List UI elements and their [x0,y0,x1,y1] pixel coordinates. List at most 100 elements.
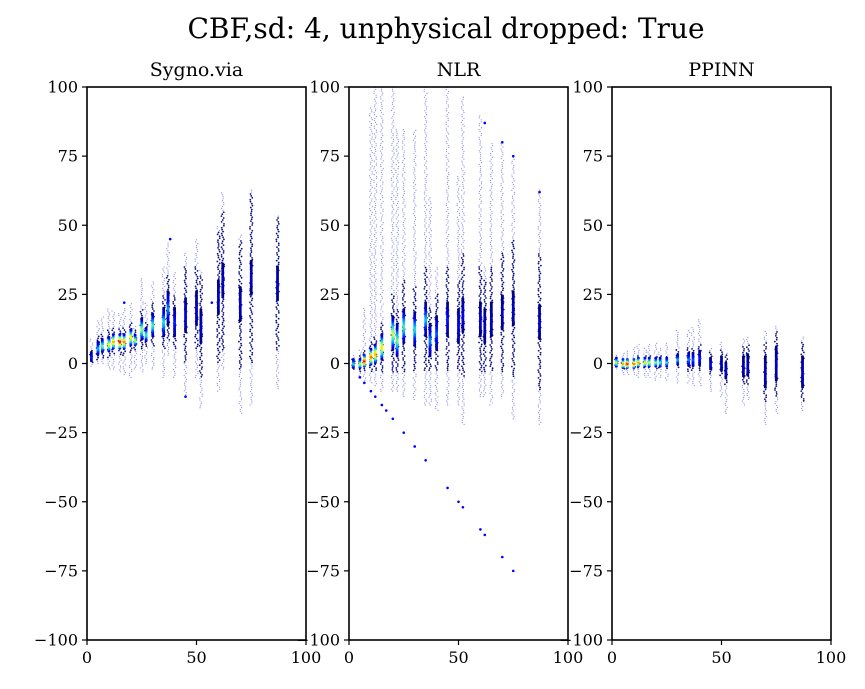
data-point [277,248,280,250]
data-point [491,375,493,377]
data-point [485,297,487,299]
data-point [108,352,111,355]
data-point [277,217,279,219]
data-point [428,226,430,228]
data-point [195,374,197,376]
data-point [436,266,438,268]
data-point [491,185,493,187]
data-point [118,361,120,363]
data-point [373,98,376,100]
data-point [118,326,120,328]
data-point [161,276,164,278]
data-point [220,192,223,194]
data-point [436,404,438,406]
data-point [537,355,540,358]
data-point [423,355,426,358]
data-point [167,244,169,246]
data-point [404,245,406,247]
data-point [403,384,405,386]
data-point [446,115,448,118]
data-point [173,297,176,299]
data-point [251,353,254,356]
data-point [382,222,384,224]
data-point [162,365,164,367]
data-point [277,230,280,233]
data-point [276,302,279,305]
data-point [375,369,378,372]
data-point [489,206,491,209]
density-point [133,333,137,337]
data-point [415,205,417,207]
data-point [513,259,516,261]
data-point [511,203,513,205]
data-point [491,212,493,214]
data-point [183,382,186,384]
data-point [503,219,505,222]
data-point [512,272,515,275]
data-point [163,339,165,342]
plot-area [349,87,568,640]
data-point [370,231,372,233]
data-point [513,363,516,366]
data-point [414,238,416,240]
data-point [395,197,397,199]
data-point [462,361,465,364]
data-point [502,392,504,394]
data-point [501,366,504,369]
data-point [375,115,378,118]
scatter-column [100,316,105,365]
data-point [370,157,372,159]
data-point [381,284,383,286]
data-point [141,341,143,344]
data-point [425,346,428,348]
data-point [217,357,219,360]
data-point [369,378,372,380]
data-point [371,328,373,330]
data-point [249,336,252,339]
data-point [163,355,165,357]
data-point [362,352,365,354]
data-point [174,278,176,280]
scatter-column [161,266,166,378]
data-point [200,375,203,378]
data-point [401,243,404,245]
data-point [457,394,459,396]
data-point [478,260,480,262]
data-point [460,353,463,356]
data-point [395,212,397,214]
data-point [108,360,111,362]
data-point [222,224,225,227]
data-point [426,141,428,143]
data-point [107,318,109,320]
data-point [482,293,485,295]
data-point [513,326,516,329]
data-point [216,227,218,230]
data-point [382,214,384,216]
data-point [447,404,449,406]
data-point [382,183,384,185]
data-point [402,187,404,189]
data-point [402,276,405,278]
data-point [448,145,450,147]
data-point [539,230,542,232]
data-point [363,373,365,375]
data-point [162,345,165,348]
data-point [404,218,406,220]
outlier-point [363,381,366,385]
data-point [374,146,376,149]
data-point [423,205,426,207]
data-point [457,249,459,251]
data-point [490,253,493,255]
data-point [217,239,219,242]
data-point [380,315,382,317]
data-point [130,363,132,365]
data-point [390,312,393,315]
scatter-points [89,189,280,414]
data-point [501,368,504,371]
data-point [240,352,243,355]
density-point [173,306,177,310]
data-point [395,375,397,377]
data-point [429,284,432,286]
data-point [249,253,252,255]
data-point [123,329,126,331]
